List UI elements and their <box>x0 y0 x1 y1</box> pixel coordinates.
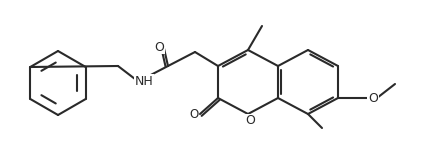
Text: O: O <box>245 115 255 127</box>
Text: O: O <box>368 91 378 105</box>
Text: NH: NH <box>135 75 153 87</box>
Text: O: O <box>154 41 164 53</box>
Text: O: O <box>189 109 199 122</box>
